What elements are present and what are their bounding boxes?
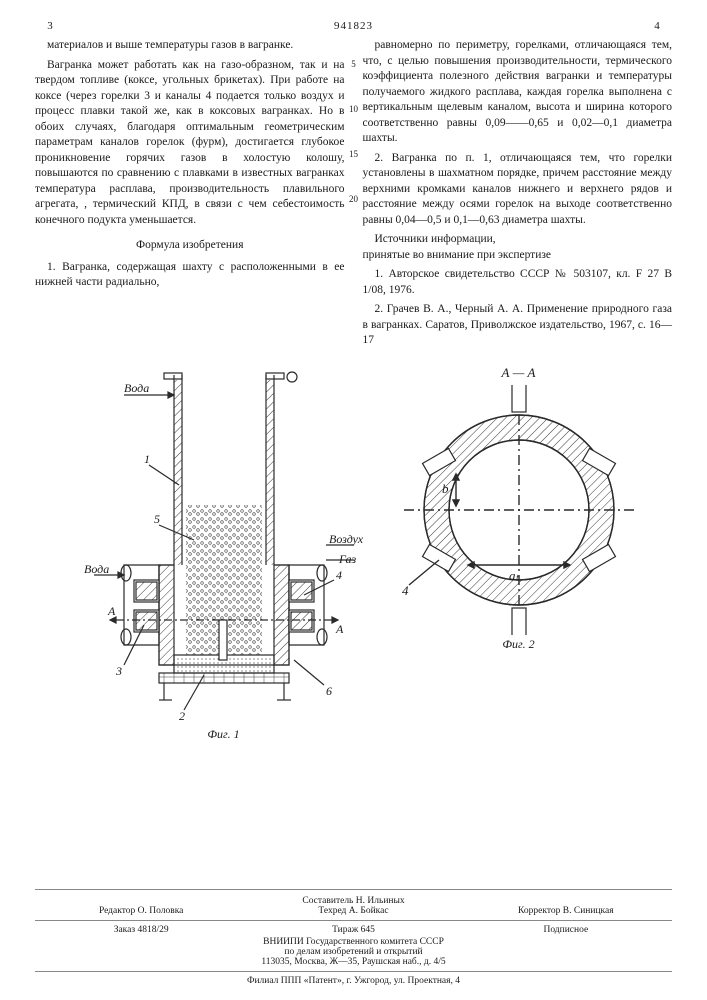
korrektor: Корректор В. Синицкая — [460, 906, 672, 916]
figures-row: Вода Вода Воздух Газ A A 1 5 3 4 6 2 Фиг… — [35, 365, 672, 742]
addr1: 113035, Москва, Ж—35, Раушская наб., д. … — [35, 957, 672, 967]
fig1-caption: Фиг. 1 — [64, 727, 384, 742]
label-b: b — [442, 481, 449, 496]
right-column: равномерно по периметру, горелками, отли… — [363, 38, 673, 353]
page: 3 941823 4 5 10 15 20 материалов и выше … — [0, 0, 707, 1000]
fig2-caption: Фиг. 2 — [394, 637, 644, 652]
source-1: 1. Авторское свидетельство СССР № 503107… — [363, 267, 673, 298]
sources-title: Источники информации, — [363, 232, 673, 248]
redaktor: Редактор О. Половка — [35, 906, 247, 916]
tirazh: Тираж 645 — [247, 925, 459, 935]
label-5: 5 — [154, 512, 160, 526]
label-A-right: A — [335, 622, 344, 636]
para: 1. Вагранка, содержащая шахту с располож… — [35, 260, 345, 291]
para: равномерно по периметру, горелками, отли… — [363, 38, 673, 147]
label-voda-top: Вода — [124, 381, 149, 395]
doc-number: 941823 — [65, 20, 642, 32]
sostavitel: Составитель Н. Ильиных — [35, 896, 672, 906]
marker-15: 15 — [347, 150, 361, 159]
label-vozdukh: Воздух — [329, 532, 364, 546]
left-column: материалов и выше температуры газов в ва… — [35, 38, 345, 353]
marker-5: 5 — [347, 60, 361, 69]
formula-title: Формула изобретения — [35, 238, 345, 254]
fig2-svg: aₜ b 4 — [394, 385, 644, 635]
label-A-left: A — [107, 604, 116, 618]
vniipi1: ВНИИПИ Государственного комитета СССР — [35, 937, 672, 947]
figure-1: Вода Вода Воздух Газ A A 1 5 3 4 6 2 Фиг… — [64, 365, 384, 742]
line-markers: 5 10 15 20 — [347, 60, 361, 240]
source-2: 2. Грачев В. А., Черный А. А. Применение… — [363, 302, 673, 349]
marker-20: 20 — [347, 195, 361, 204]
sources-sub: принятые во внимание при экспертизе — [363, 248, 673, 264]
label-4b: 4 — [402, 583, 409, 598]
header: 3 941823 4 — [35, 20, 672, 32]
label-gaz: Газ — [338, 552, 357, 566]
label-voda-left: Вода — [84, 562, 109, 576]
para: Вагранка может работать как на газо-обра… — [35, 58, 345, 229]
zakaz: Заказ 4818/29 — [35, 925, 247, 935]
label-3: 3 — [115, 664, 122, 678]
label-4: 4 — [336, 568, 342, 582]
figure-2: А — А — [394, 365, 644, 652]
fig2-section: А — А — [394, 365, 644, 381]
podpisnoe: Подписное — [460, 925, 672, 935]
page-left: 3 — [35, 20, 65, 32]
addr2: Филиал ППП «Патент», г. Ужгород, ул. Про… — [35, 976, 672, 986]
label-6: 6 — [326, 684, 332, 698]
label-at: aₜ — [509, 568, 521, 583]
para: материалов и выше температуры газов в ва… — [35, 38, 345, 54]
vniipi2: по делам изобретений и открытий — [35, 947, 672, 957]
footer: Составитель Н. Ильиных Редактор О. Полов… — [35, 889, 672, 986]
marker-10: 10 — [347, 105, 361, 114]
fig1-svg: Вода Вода Воздух Газ A A 1 5 3 4 6 2 — [64, 365, 384, 725]
label-1: 1 — [144, 452, 150, 466]
para: 2. Вагранка по п. 1, отличающаяся тем, ч… — [363, 151, 673, 229]
tehred: Техред А. Бойкас — [247, 906, 459, 916]
label-2: 2 — [179, 709, 185, 723]
page-right: 4 — [642, 20, 672, 32]
